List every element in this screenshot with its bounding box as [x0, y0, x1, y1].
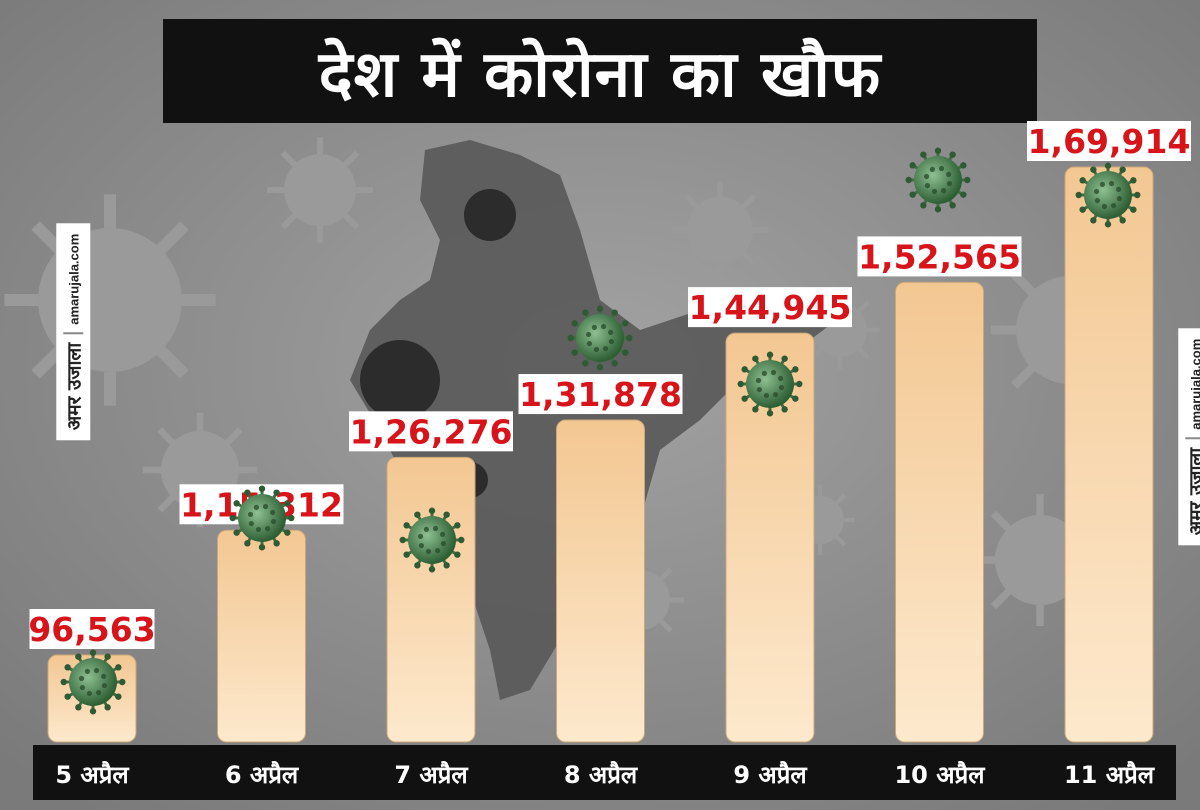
coronavirus-icon	[229, 485, 295, 551]
coronavirus-icon	[567, 305, 633, 371]
bar	[1064, 166, 1154, 743]
category-label: 7 अप्रैल	[394, 761, 469, 789]
bar	[725, 332, 815, 743]
value-label: 1,44,945	[689, 288, 852, 327]
bar	[386, 456, 476, 743]
coronavirus-icon	[1075, 162, 1141, 228]
category-label: 10 अप्रैल	[894, 761, 986, 789]
coronavirus-icon	[60, 649, 126, 715]
bar	[895, 281, 984, 743]
coronavirus-icon	[737, 351, 803, 417]
category-label: 5 अप्रैल	[55, 761, 130, 789]
category-label-strip	[33, 745, 1176, 800]
value-label-box	[1027, 121, 1191, 161]
value-label-box	[857, 236, 1022, 277]
value-label-box	[688, 287, 852, 328]
value-label-box	[518, 374, 683, 415]
value-label: 1,52,565	[858, 237, 1021, 276]
category-label: 8 अप्रैल	[564, 761, 639, 789]
title-banner: देश में कोरोना का खौफ	[163, 19, 1037, 123]
value-label: 1,69,914	[1028, 122, 1191, 161]
page-title: देश में कोरोना का खौफ	[318, 37, 882, 112]
category-label: 11 अप्रैल	[1064, 761, 1156, 789]
value-label: 96,563	[28, 610, 155, 649]
value-label-box	[29, 609, 155, 649]
category-label: 6 अप्रैल	[225, 761, 300, 789]
value-label: 1,31,878	[519, 375, 682, 414]
category-label: 9 अप्रैल	[733, 761, 808, 789]
bar	[217, 529, 306, 743]
value-label: 1,26,276	[350, 412, 513, 451]
coronavirus-icon	[399, 507, 465, 573]
bar	[556, 419, 645, 743]
coronavirus-icon	[905, 147, 971, 213]
value-label-box	[349, 411, 513, 452]
